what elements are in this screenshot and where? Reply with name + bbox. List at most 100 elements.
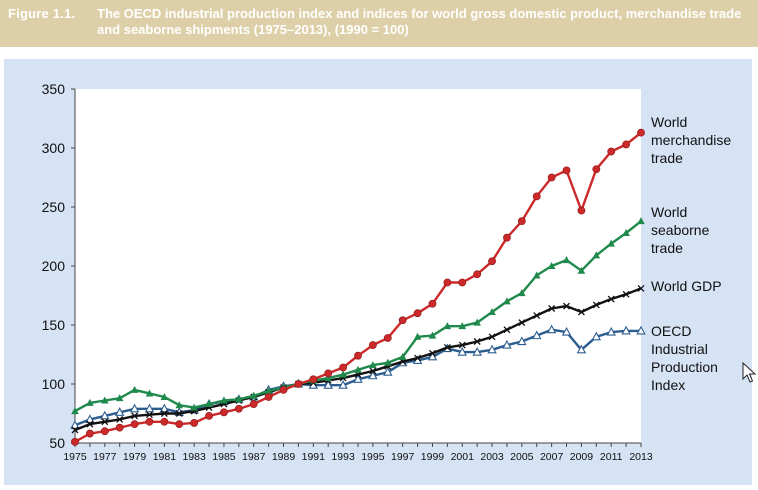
data-point bbox=[488, 308, 496, 316]
data-point bbox=[235, 395, 243, 403]
data-point bbox=[548, 305, 556, 312]
data-point bbox=[443, 322, 452, 330]
series-world-merchandise-trade bbox=[71, 128, 645, 446]
data-point bbox=[115, 394, 124, 402]
data-point bbox=[517, 336, 527, 346]
data-point bbox=[473, 270, 482, 279]
data-point bbox=[561, 326, 572, 336]
data-point bbox=[175, 401, 184, 409]
data-point bbox=[428, 299, 437, 308]
data-point bbox=[607, 147, 616, 156]
data-point bbox=[622, 228, 630, 236]
data-point bbox=[294, 380, 303, 388]
data-point bbox=[85, 414, 95, 423]
data-point bbox=[532, 192, 541, 201]
data-point bbox=[592, 165, 601, 174]
y-tick-label: 50 bbox=[49, 435, 65, 451]
data-point bbox=[71, 407, 79, 415]
data-point bbox=[622, 140, 631, 149]
x-tick-label: 1989 bbox=[272, 451, 296, 463]
data-point bbox=[398, 316, 407, 325]
data-point bbox=[160, 417, 169, 426]
x-tick-label: 2009 bbox=[570, 451, 594, 463]
figure-number: Figure 1.1. bbox=[8, 6, 76, 21]
data-point bbox=[249, 391, 258, 399]
data-point bbox=[503, 233, 511, 242]
data-point bbox=[576, 344, 587, 354]
data-point bbox=[637, 217, 645, 225]
data-point bbox=[622, 290, 630, 298]
x-tick-label: 1981 bbox=[153, 451, 177, 463]
x-tick-label: 2007 bbox=[540, 451, 564, 463]
data-point bbox=[414, 354, 422, 362]
data-point bbox=[144, 403, 155, 413]
data-point bbox=[159, 403, 170, 413]
data-point bbox=[429, 349, 436, 357]
data-point bbox=[129, 403, 140, 413]
series-labels: World merchandise trade World seaborne trade W… bbox=[651, 114, 731, 393]
data-point bbox=[324, 374, 333, 382]
data-point bbox=[428, 331, 437, 339]
data-point bbox=[533, 312, 541, 320]
data-point bbox=[339, 370, 347, 378]
x-tick-label: 2011 bbox=[600, 451, 623, 463]
data-point bbox=[503, 326, 511, 334]
x-tick-label: 2003 bbox=[480, 451, 504, 463]
data-point bbox=[473, 318, 481, 326]
data-point bbox=[354, 351, 362, 360]
data-point bbox=[383, 334, 392, 342]
data-point bbox=[279, 385, 288, 394]
data-point bbox=[323, 380, 333, 389]
data-point bbox=[621, 325, 631, 335]
data-point bbox=[71, 437, 79, 446]
data-point bbox=[160, 410, 168, 417]
y-tick-label: 350 bbox=[42, 81, 66, 97]
data-point bbox=[220, 408, 228, 417]
data-point bbox=[264, 393, 273, 401]
data-point bbox=[368, 341, 377, 349]
data-point bbox=[546, 324, 557, 334]
data-point bbox=[145, 417, 154, 426]
series-label: OECD bbox=[651, 323, 691, 339]
figure-title: The OECD industrial production index and… bbox=[97, 6, 742, 37]
data-point bbox=[637, 128, 645, 137]
data-point bbox=[86, 420, 94, 428]
x-axis-ticks: 1975 1977 1979 1981 1983 1985 1987 1989 1991 1993… bbox=[63, 443, 653, 463]
series-label: Industrial bbox=[651, 341, 708, 357]
series-label: World GDP bbox=[651, 278, 722, 294]
data-point bbox=[443, 278, 452, 287]
data-point bbox=[383, 367, 393, 376]
data-point bbox=[473, 338, 481, 345]
data-point bbox=[577, 266, 586, 274]
x-tick-label: 1999 bbox=[421, 451, 445, 463]
data-point bbox=[249, 400, 258, 408]
data-point bbox=[145, 389, 154, 397]
data-point bbox=[518, 289, 526, 297]
x-tick-label: 1983 bbox=[182, 451, 206, 463]
data-point bbox=[338, 380, 348, 389]
data-point bbox=[190, 403, 198, 411]
data-point bbox=[503, 297, 511, 305]
data-point bbox=[577, 206, 586, 215]
data-point bbox=[563, 302, 570, 310]
data-point bbox=[131, 412, 139, 420]
y-tick-label: 100 bbox=[42, 376, 66, 392]
x-tick-label: 1997 bbox=[391, 451, 415, 463]
data-point bbox=[547, 262, 556, 269]
data-point bbox=[175, 410, 183, 417]
data-point bbox=[116, 415, 124, 423]
line-chart: 50 100 150 200 250 300 350 1975 1977 1979 1981 1983… bbox=[42, 81, 732, 463]
series-label: trade bbox=[651, 150, 683, 166]
data-point bbox=[309, 375, 318, 384]
data-point bbox=[324, 369, 333, 378]
data-point bbox=[532, 330, 542, 340]
data-point bbox=[71, 426, 79, 434]
data-point bbox=[383, 358, 392, 366]
chart-panel: 50 100 150 200 250 300 350 1975 1977 1979 1981 1983… bbox=[4, 59, 752, 485]
data-point bbox=[458, 322, 467, 330]
figure-header: Figure 1.1. The OECD industrial producti… bbox=[0, 0, 758, 47]
data-point bbox=[368, 370, 378, 380]
data-point bbox=[592, 251, 601, 259]
data-point bbox=[100, 427, 109, 436]
data-point bbox=[577, 308, 585, 316]
